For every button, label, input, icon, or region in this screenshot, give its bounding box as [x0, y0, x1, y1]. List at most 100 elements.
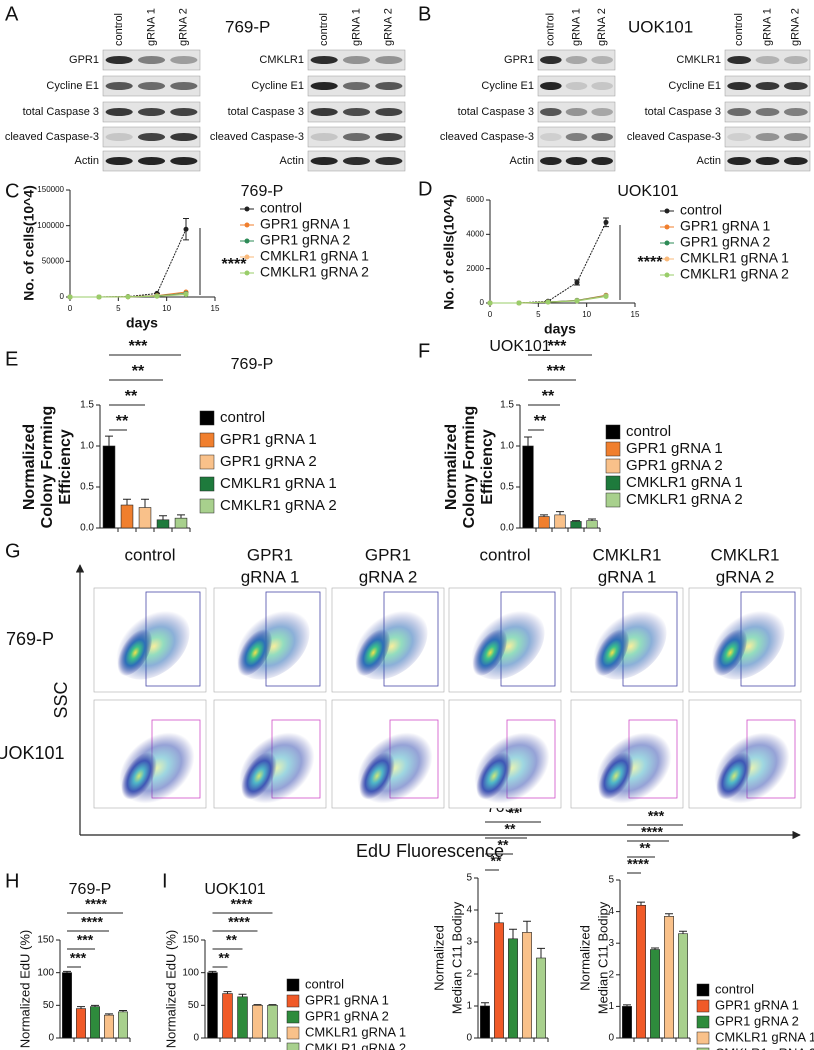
panel-letter: H: [5, 870, 19, 892]
flow-scatter: [236, 628, 272, 676]
lane-label: gRNA 1: [145, 8, 157, 46]
legend-label: GPR1 gRNA 2: [715, 1013, 799, 1028]
legend-swatch: [286, 1010, 300, 1024]
significance-label: ****: [641, 824, 663, 840]
flow-scatter: [716, 752, 752, 800]
y-tick-label: 1.5: [500, 400, 514, 411]
y-tick-label: 5: [466, 873, 472, 884]
blot-row-label: GPR1: [504, 54, 534, 66]
y-axis-label: No. of cells(10^4): [441, 194, 457, 310]
column-label: gRNA 2: [716, 567, 775, 586]
y-tick-label: 150000: [37, 185, 64, 194]
y-tick-label: 5: [608, 875, 614, 886]
legend-label: GPR1 gRNA 1: [220, 431, 317, 448]
y-tick-label: 1.0: [80, 441, 94, 452]
blot-band: [540, 56, 562, 64]
significance-label: **: [509, 805, 520, 821]
blot-band: [375, 82, 403, 90]
series-line: [490, 222, 607, 304]
y-tick-label: 0: [193, 1033, 199, 1044]
blot-band: [565, 108, 588, 116]
legend-label: CMKLR1 gRNA 1: [220, 475, 337, 492]
bar: [538, 516, 550, 529]
legend-label: GPR1 gRNA 2: [220, 453, 317, 470]
legend-marker: [244, 270, 250, 276]
significance-label: ****: [228, 914, 250, 930]
bar: [156, 519, 170, 529]
legend-swatch: [286, 994, 300, 1008]
blot-band: [783, 157, 808, 165]
blot-band: [105, 56, 133, 64]
y-axis-label: Normalized EdU (%): [163, 930, 178, 1048]
blot-band: [755, 133, 780, 141]
bar: [522, 932, 532, 1039]
legend-swatch: [199, 410, 215, 426]
blot-band: [783, 82, 808, 90]
point: [545, 299, 551, 305]
y-tick-label: 0.0: [80, 523, 94, 534]
lane-label: control: [733, 13, 745, 46]
point: [67, 294, 73, 300]
y-tick-label: 50: [188, 1000, 200, 1011]
blot-band: [540, 82, 562, 90]
blot-band: [342, 133, 371, 141]
error-bar: [77, 1006, 85, 1009]
x-tick-label: 10: [162, 304, 171, 313]
bar: [237, 996, 248, 1039]
y-tick-label: 1.0: [500, 441, 514, 452]
bar: [678, 933, 688, 1039]
lane-label: gRNA 2: [596, 8, 608, 46]
blot-band: [375, 56, 403, 64]
error-bar: [223, 991, 232, 994]
x-tick-label: 10: [582, 310, 591, 319]
blot-row-label: cleaved Caspase-3: [627, 131, 721, 143]
blot-band: [727, 82, 752, 90]
lane-label: gRNA 1: [761, 8, 773, 46]
y-axis-label: Colony Forming: [461, 406, 478, 529]
point: [183, 292, 189, 298]
blot-band: [310, 133, 338, 141]
blot-band: [170, 133, 198, 141]
blot-band: [727, 157, 752, 165]
legend-label: CMKLR1 gRNA 2: [305, 1040, 406, 1050]
y-axis-label: Efficiency: [57, 429, 74, 505]
y-tick-label: 100000: [37, 221, 64, 230]
error-bar: [665, 913, 673, 917]
blot-band: [137, 56, 166, 64]
y-tick-label: 100: [182, 967, 199, 978]
legend-label: GPR1 gRNA 1: [260, 216, 350, 232]
blot-row-label: cleaved Caspase-3: [210, 131, 304, 143]
flow-y-label: SSC: [51, 681, 71, 718]
blot-band: [727, 56, 752, 64]
blot-band: [565, 56, 588, 64]
bar: [508, 938, 518, 1039]
y-tick-label: 1: [608, 1001, 614, 1012]
y-axis-label: Median C11 Bodipy: [449, 901, 464, 1014]
blot-band: [105, 82, 133, 90]
cell-line-label: UOK101: [628, 17, 693, 36]
point: [125, 294, 131, 300]
y-tick-label: 0.5: [80, 482, 94, 493]
bar: [118, 1011, 128, 1039]
bar: [62, 972, 72, 1039]
significance-label: **: [505, 821, 516, 837]
y-axis-label: Normalized: [577, 925, 592, 991]
y-tick-label: 1: [466, 1001, 472, 1012]
blot-band: [755, 108, 780, 116]
y-tick-label: 2: [466, 969, 472, 980]
chart-title: UOK101: [617, 183, 678, 200]
y-tick-label: 3: [466, 937, 472, 948]
significance-label: ***: [548, 338, 567, 355]
x-tick-label: 0: [488, 310, 493, 319]
significance-label: **: [542, 388, 555, 405]
blot-band: [540, 157, 562, 165]
error-bar: [159, 515, 167, 520]
bar: [76, 1008, 86, 1039]
blot-band: [783, 133, 808, 141]
blot-row-label: cleaved Caspase-3: [440, 131, 534, 143]
error-bar: [495, 912, 503, 923]
point: [96, 294, 102, 300]
blot-row-label: total Caspase 3: [228, 106, 304, 118]
blot-band: [783, 108, 808, 116]
legend-label: GPR1 gRNA 1: [680, 218, 770, 234]
